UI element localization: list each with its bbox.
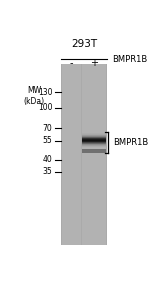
Text: 35: 35 [43,167,52,176]
Bar [82,149,106,153]
Bar [82,134,106,135]
Text: 55: 55 [43,136,52,145]
Bar [82,138,106,139]
Text: +: + [90,58,98,68]
Text: BMPR1B: BMPR1B [113,138,148,147]
Text: 70: 70 [43,124,52,133]
Bar [82,137,106,138]
Bar [82,133,106,134]
Bar [82,145,106,146]
Text: -: - [70,58,73,68]
Bar [82,136,106,137]
Text: BMPR1B: BMPR1B [112,55,147,63]
Bar [82,143,106,144]
Bar [82,144,106,145]
Bar [82,65,106,245]
Text: MW
(kDa): MW (kDa) [23,86,44,106]
Bar [82,142,106,143]
Bar [82,139,106,140]
Text: 293T: 293T [71,39,97,49]
Text: 130: 130 [38,88,52,97]
Bar [62,65,81,245]
Bar [61,65,107,245]
Bar [82,135,106,136]
Bar [82,140,106,141]
Bar [82,146,106,147]
Bar [82,141,106,142]
Text: 100: 100 [38,103,52,112]
Text: 40: 40 [43,155,52,164]
